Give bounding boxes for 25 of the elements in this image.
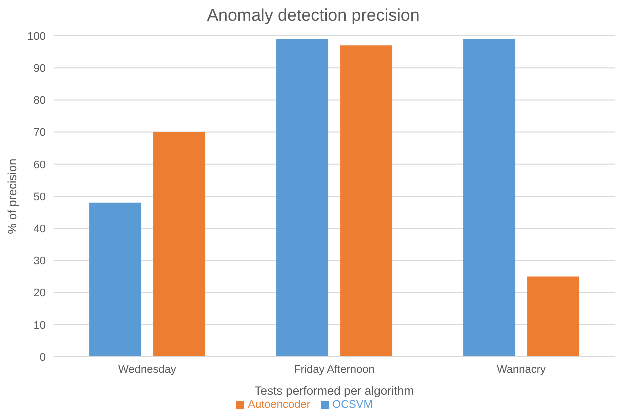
y-tick-label: 80 [34,95,46,108]
y-tick-label: 60 [34,159,46,172]
y-tick-label: 10 [34,320,46,332]
y-tick-label: 50 [34,191,46,204]
y-tick-label: 40 [34,224,46,236]
y-tick-label: 70 [34,127,46,140]
legend-label: Autoencoder [248,399,311,411]
bar [340,46,393,357]
bar [276,39,329,357]
legend-label: OCSVM [332,399,373,411]
x-tick-label: Friday Afternoon [294,364,375,376]
x-tick-label: Wannacry [496,364,547,376]
bar [464,39,516,357]
y-tick-label: 30 [34,256,46,268]
x-axis-title: Tests performed per algorithm [254,384,414,398]
chart-title: Anomaly detection precision [206,6,421,26]
y-tick-label: 0 [40,352,46,364]
y-axis-title: % of precision [5,158,20,234]
bar [528,276,580,357]
x-tick-label: Wednesday [118,364,177,376]
y-tick-label: 90 [34,63,46,76]
bar [90,202,142,357]
y-tick-label: 20 [34,288,46,300]
bar [154,132,206,357]
y-tick-label: 100 [28,30,46,43]
